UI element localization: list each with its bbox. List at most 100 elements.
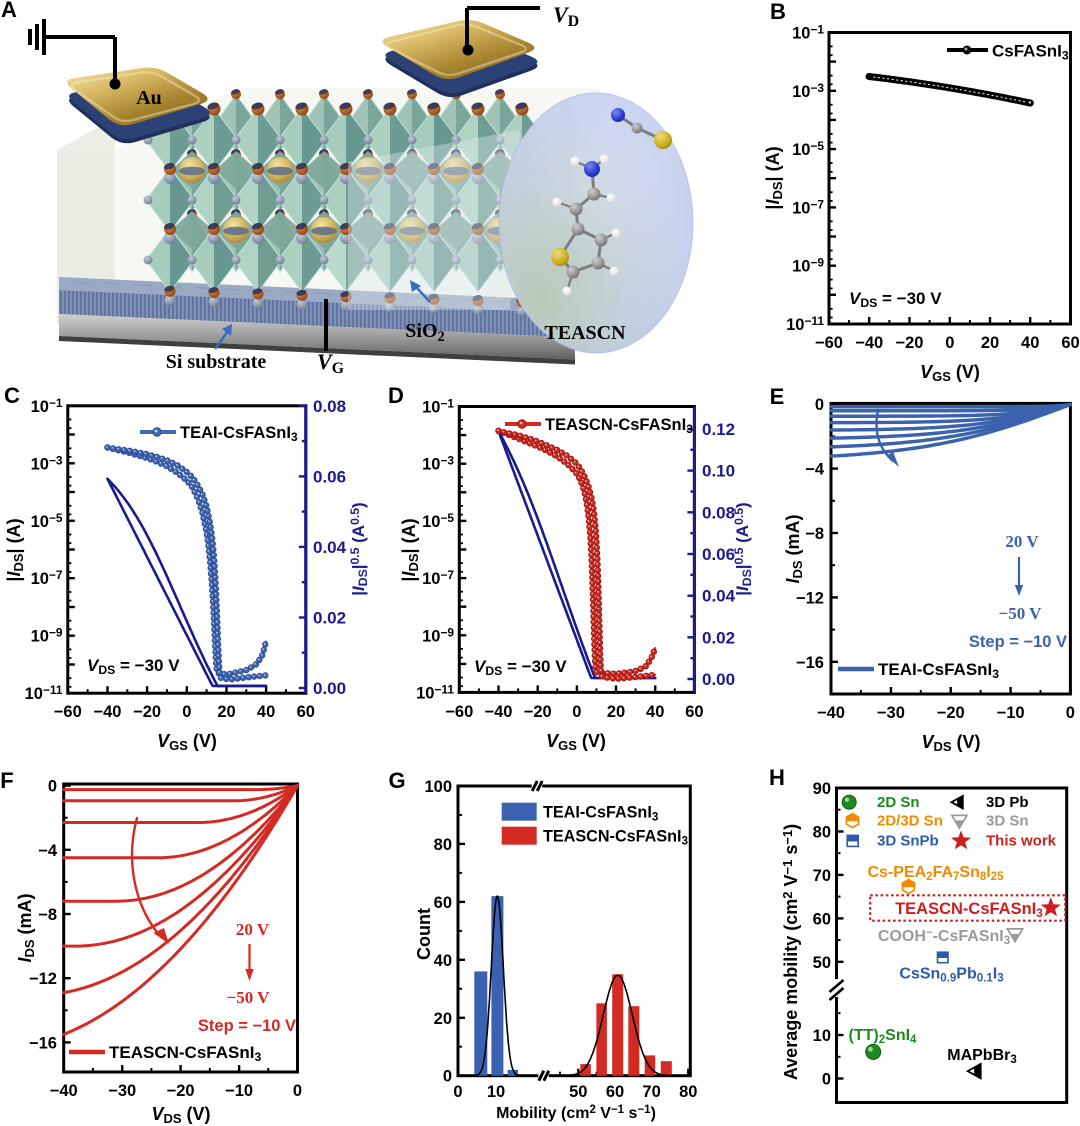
svg-text:Au: Au: [136, 87, 162, 109]
svg-text:−4: −4: [805, 461, 825, 479]
svg-text:0.08: 0.08: [313, 397, 346, 416]
svg-text:−50 V: −50 V: [227, 988, 271, 1007]
svg-text:−30: −30: [108, 1082, 136, 1100]
svg-text:|IDS|0.5 (A0.5): |IDS|0.5 (A0.5): [732, 502, 754, 595]
svg-text:0.06: 0.06: [702, 545, 735, 564]
svg-text:TEASCN-CsFASnI3: TEASCN-CsFASnI3: [895, 900, 1043, 920]
svg-text:COOH−-CsFASnI3: COOH−-CsFASnI3: [878, 927, 1010, 947]
svg-text:|IDS| (A): |IDS| (A): [399, 518, 421, 581]
svg-text:−60: −60: [445, 703, 473, 721]
svg-text:B: B: [770, 0, 786, 24]
svg-text:VGS (V): VGS (V): [546, 731, 606, 753]
svg-text:|IDS| (A): |IDS| (A): [4, 518, 26, 581]
svg-text:G: G: [388, 768, 405, 793]
svg-text:10−11: 10−11: [25, 683, 63, 703]
svg-text:−60: −60: [815, 334, 843, 352]
svg-text:20: 20: [607, 703, 625, 721]
svg-text:−8: −8: [805, 525, 824, 543]
svg-text:−50 V: −50 V: [999, 604, 1043, 623]
svg-text:−10: −10: [997, 704, 1025, 722]
svg-text:−20: −20: [524, 703, 552, 721]
svg-text:VGS (V): VGS (V): [157, 731, 217, 753]
svg-text:Step = −10 V: Step = −10 V: [969, 633, 1067, 651]
svg-text:−20: −20: [896, 334, 924, 352]
svg-text:10−5: 10−5: [792, 139, 824, 159]
svg-text:Mobility (cm2 V−1 s−1): Mobility (cm2 V−1 s−1): [496, 1104, 656, 1122]
svg-text:A: A: [1, 0, 17, 22]
svg-text:10−3: 10−3: [792, 81, 824, 101]
svg-text:20 V: 20 V: [236, 920, 270, 939]
svg-text:80: 80: [679, 1083, 697, 1101]
svg-text:Step = −10 V: Step = −10 V: [198, 1017, 296, 1035]
svg-text:2D Sn: 2D Sn: [877, 794, 920, 811]
svg-text:10−3: 10−3: [422, 454, 454, 474]
svg-text:60: 60: [685, 703, 703, 721]
svg-text:2D/3D Sn: 2D/3D Sn: [877, 813, 943, 830]
svg-text:40: 40: [646, 703, 664, 721]
svg-text:SiO2: SiO2: [405, 320, 444, 345]
svg-text:100: 100: [424, 778, 452, 796]
svg-text:90: 90: [813, 780, 831, 798]
svg-text:50: 50: [813, 954, 831, 972]
svg-text:10−7: 10−7: [422, 568, 454, 588]
svg-text:10−9: 10−9: [422, 626, 454, 646]
svg-text:40: 40: [257, 703, 275, 721]
svg-text:|IDS| (A): |IDS| (A): [763, 146, 785, 209]
svg-text:40: 40: [1021, 334, 1039, 352]
svg-text:80: 80: [434, 836, 452, 854]
svg-text:−40: −40: [50, 1082, 78, 1100]
svg-text:20: 20: [434, 1010, 452, 1028]
svg-text:−4: −4: [38, 842, 58, 860]
svg-text:TEASCN-CsFASnI3: TEASCN-CsFASnI3: [543, 828, 689, 848]
svg-text:−12: −12: [796, 589, 824, 607]
svg-text:−10: −10: [225, 1082, 253, 1100]
svg-text:10: 10: [487, 1083, 505, 1101]
svg-text:This work: This work: [986, 833, 1057, 850]
svg-text:TEAI-CsFASnI3: TEAI-CsFASnI3: [180, 424, 298, 444]
svg-text:0.02: 0.02: [313, 609, 346, 628]
svg-text:10−5: 10−5: [422, 511, 454, 531]
svg-text:0: 0: [453, 1083, 462, 1101]
svg-text:0.10: 0.10: [702, 462, 735, 481]
svg-text:0.04: 0.04: [313, 538, 347, 557]
svg-text:IDS (mA): IDS (mA): [15, 893, 37, 962]
svg-text:40: 40: [434, 952, 452, 970]
svg-text:−20: −20: [133, 703, 161, 721]
svg-text:−12: −12: [29, 970, 57, 988]
svg-text:0.06: 0.06: [313, 467, 346, 486]
svg-text:TEASCN: TEASCN: [544, 322, 626, 344]
svg-text:TEAI-CsFASnI3: TEAI-CsFASnI3: [543, 804, 659, 824]
svg-text:60: 60: [813, 910, 831, 928]
svg-text:−40: −40: [817, 704, 845, 722]
svg-text:10−11: 10−11: [416, 683, 454, 703]
svg-text:VG: VG: [317, 349, 344, 377]
svg-text:70: 70: [642, 1083, 660, 1101]
svg-text:VDS = −30 V: VDS = −30 V: [474, 657, 567, 678]
svg-text:0: 0: [815, 396, 824, 414]
svg-text:10: 10: [813, 1027, 831, 1045]
svg-text:TEASCN-CsFASnI3: TEASCN-CsFASnI3: [109, 1043, 261, 1064]
svg-text:10−7: 10−7: [792, 198, 824, 218]
svg-text:0: 0: [443, 1068, 452, 1086]
svg-text:60: 60: [1061, 334, 1079, 352]
svg-text:10−1: 10−1: [422, 397, 454, 417]
svg-text:10−11: 10−11: [786, 314, 824, 334]
svg-text:10−9: 10−9: [792, 256, 824, 276]
svg-text:10−1: 10−1: [31, 396, 63, 416]
svg-text:VDS (V): VDS (V): [921, 732, 980, 754]
svg-text:E: E: [770, 384, 785, 409]
svg-text:60: 60: [606, 1083, 624, 1101]
svg-text:10−5: 10−5: [31, 511, 63, 531]
svg-text:CsSn0.9Pb0.1I3: CsSn0.9Pb0.1I3: [899, 966, 1003, 985]
svg-text:VDS (V): VDS (V): [151, 1104, 210, 1126]
svg-text:10−3: 10−3: [31, 454, 63, 474]
svg-text:0: 0: [182, 703, 191, 721]
svg-text:60: 60: [297, 703, 315, 721]
svg-text:(TT)2SnI4: (TT)2SnI4: [849, 1027, 918, 1046]
svg-text:20 V: 20 V: [1005, 532, 1039, 551]
svg-text:Cs-PEA2FA7Sn8I25: Cs-PEA2FA7Sn8I25: [867, 864, 1004, 883]
svg-text:MAPbBr3: MAPbBr3: [947, 1047, 1017, 1066]
svg-text:|IDS|0.5 (A0.5): |IDS|0.5 (A0.5): [348, 502, 370, 595]
svg-text:−40: −40: [485, 703, 513, 721]
svg-text:−40: −40: [855, 334, 883, 352]
